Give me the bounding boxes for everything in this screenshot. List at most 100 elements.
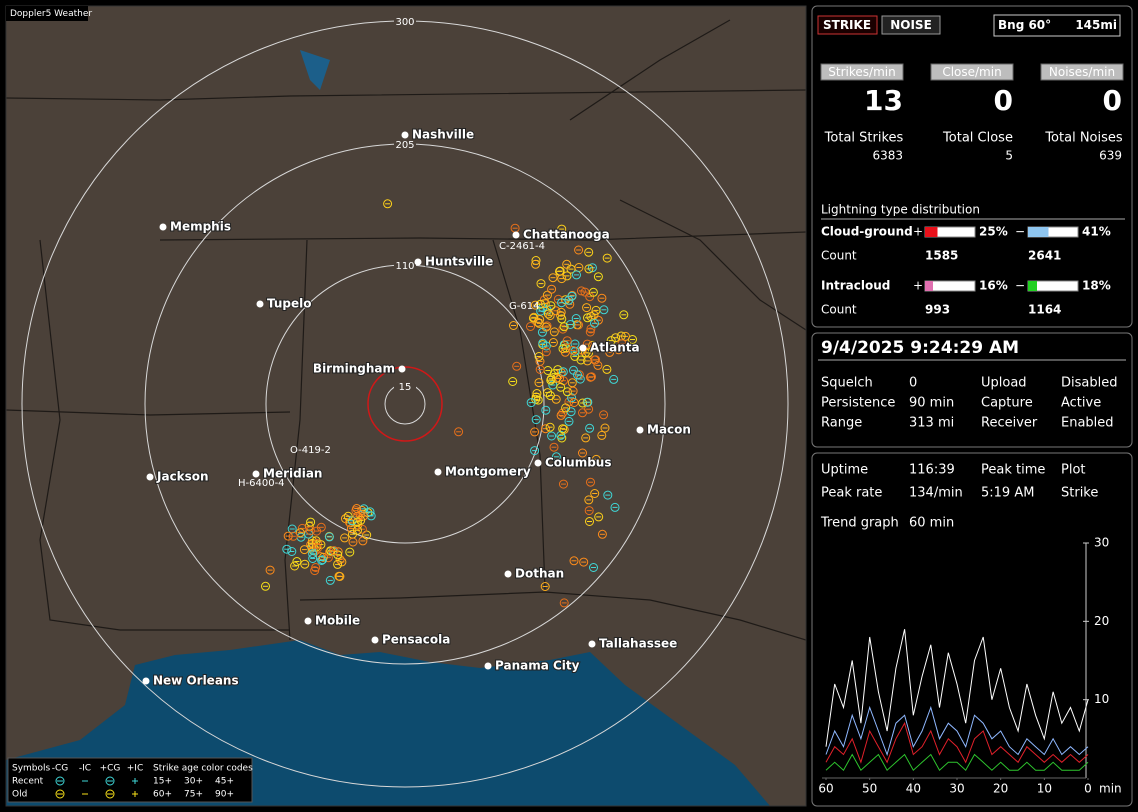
x-tick-label: 50 <box>862 782 877 796</box>
strike-symbol <box>526 398 536 408</box>
strike-symbol <box>576 355 586 365</box>
strike-symbol <box>576 286 586 296</box>
city-marker <box>579 344 587 352</box>
strike-symbol <box>541 322 551 332</box>
strike-symbol <box>599 410 609 420</box>
strike-symbol <box>578 448 587 458</box>
strike-button[interactable] <box>817 15 878 35</box>
city-marker <box>414 258 422 266</box>
ring-label: 15 <box>399 382 412 393</box>
strike-symbol <box>311 563 321 572</box>
noise-button[interactable] <box>881 15 941 35</box>
pct-bar <box>1028 227 1049 237</box>
strike-symbol <box>547 431 557 441</box>
strike-symbol <box>545 391 555 401</box>
x-axis-label: min <box>1099 782 1122 796</box>
city-marker <box>512 231 520 239</box>
app-title: Doppler5 Weather <box>10 9 92 19</box>
strike-symbol <box>548 380 558 390</box>
status-text: Disabled <box>1061 376 1117 391</box>
strike-symbol <box>334 571 344 581</box>
strike-symbol <box>333 559 343 569</box>
strike-symbol <box>572 270 581 280</box>
city-marker <box>398 365 406 373</box>
strike-symbol <box>562 259 572 269</box>
city-label: Chattanooga <box>523 228 610 242</box>
strike-symbol <box>534 352 544 361</box>
strike-symbol <box>562 271 572 281</box>
type-name: Cloud-ground <box>821 225 913 239</box>
strike-symbol <box>578 398 588 408</box>
strike-symbol <box>325 575 335 585</box>
x-tick-label: 40 <box>906 782 921 796</box>
station-label: H-6400-4 <box>238 478 285 489</box>
rate-button[interactable] <box>820 63 904 81</box>
strike-symbol <box>530 446 540 456</box>
strike-symbol <box>585 327 595 337</box>
strike-symbol <box>587 372 596 382</box>
pct-bar <box>925 227 938 237</box>
strike-symbol <box>362 530 372 540</box>
strike-symbol <box>548 273 558 283</box>
rate-button[interactable] <box>1040 63 1124 81</box>
pct-label: 18% <box>1082 279 1111 293</box>
strike-symbol <box>571 314 581 323</box>
strike-symbol <box>357 524 367 534</box>
city-label: Huntsville <box>425 255 493 269</box>
strike-symbol <box>570 339 580 349</box>
strike-symbol <box>556 430 566 440</box>
city-marker <box>371 636 379 644</box>
map: 300 205 110 15 Nashville Memphis Chattanooga H… <box>6 6 806 806</box>
total-label: Total Strikes <box>824 131 904 146</box>
city-marker <box>401 131 409 139</box>
status-text: 90 min <box>909 396 954 411</box>
strike-symbol <box>582 339 592 349</box>
status-text: Capture <box>981 396 1033 411</box>
x-tick-label: 30 <box>949 782 964 796</box>
city-label: Atlanta <box>590 341 640 355</box>
x-tick-label: 0 <box>1084 782 1092 796</box>
legend: Symbols -CG -IC +CG +IC Recent 15+ 30+ 45+ Old 60+… <box>7 757 253 803</box>
strike-symbol <box>558 424 568 434</box>
strike-symbol <box>300 559 310 569</box>
rate-value: 13 <box>864 84 903 117</box>
rate-label: Close/min <box>942 65 1001 79</box>
strike-symbol <box>532 389 542 398</box>
rate-value: 0 <box>1103 84 1122 117</box>
city-label: Panama City <box>495 659 580 673</box>
strike-symbol <box>589 310 599 320</box>
strike-symbol <box>306 517 316 527</box>
city-marker <box>484 662 492 670</box>
strike-symbol <box>541 424 550 434</box>
strike-symbol <box>536 299 545 309</box>
strike-symbol <box>343 511 353 521</box>
sign: + <box>913 225 923 239</box>
age-code: 75+ <box>184 790 203 800</box>
strike-symbol <box>555 374 564 383</box>
rate-button[interactable] <box>930 63 1014 81</box>
legend-column: -CG <box>52 764 69 774</box>
city-label: Birmingham <box>313 362 395 376</box>
strike-symbol <box>593 272 603 282</box>
strike-symbol <box>526 322 535 331</box>
side-panel: STRIKE NOISE Bng 60° 145mi Strikes/min 13 Tota… <box>811 5 1133 807</box>
strike-symbol <box>588 340 598 350</box>
stats-text: 60 min <box>909 516 954 531</box>
city-marker <box>434 468 442 476</box>
y-tick-label: 30 <box>1094 536 1109 550</box>
strike-symbol <box>590 489 600 498</box>
city-label: Jackson <box>156 470 209 484</box>
y-tick-label: 10 <box>1094 692 1109 706</box>
strike-symbol <box>538 338 548 348</box>
legend-age-title: Strike age color codes <box>153 764 253 774</box>
strike-symbol <box>551 452 561 462</box>
strike-symbol <box>584 495 594 505</box>
strike-symbol <box>581 433 591 443</box>
strike-symbol <box>542 290 552 300</box>
age-code: 90+ <box>215 790 234 800</box>
strike-symbol <box>509 321 518 330</box>
city-label: Montgomery <box>445 465 531 479</box>
strike-symbol <box>586 477 595 487</box>
strike-symbol <box>287 547 297 556</box>
city-marker <box>159 223 167 231</box>
